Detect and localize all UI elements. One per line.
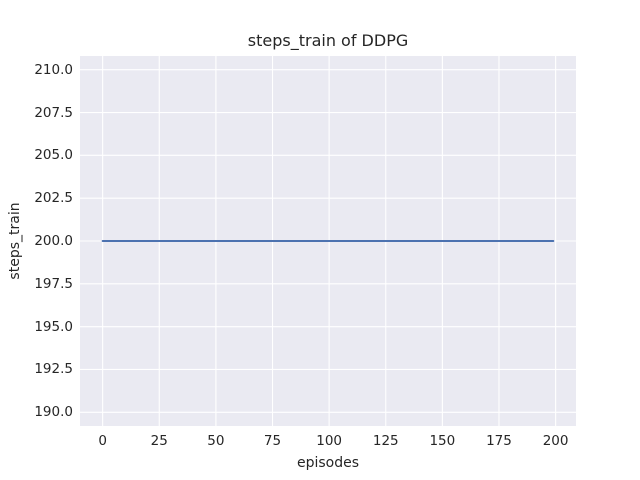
x-tick-label: 100 [316,433,343,449]
y-tick-label: 202.5 [34,190,73,207]
x-tick-label: 125 [372,433,399,449]
x-tick-label: 0 [98,433,107,449]
y-tick-label: 195.0 [34,318,73,335]
x-tick-label: 150 [429,433,456,449]
x-tick-label: 175 [486,433,512,449]
y-tick-label: 197.5 [34,275,73,292]
x-axis-label: episodes [296,455,360,471]
y-tick-label: 192.5 [34,361,73,378]
y-tick-label: 205.0 [34,147,73,164]
y-tick-label: 190.0 [34,404,73,421]
y-tick-label: 207.5 [34,104,73,121]
chart-title: steps_train of DDPG [247,31,409,50]
x-tick-label: 25 [150,433,168,449]
y-tick-label: 200.0 [34,233,73,249]
x-tick-label: 50 [207,433,225,449]
y-tick-label: 210.0 [34,61,73,78]
x-tick-label: 75 [263,433,282,449]
x-tick-label: 200 [542,433,569,449]
plot-area [80,56,576,426]
plot-canvas [80,56,576,426]
